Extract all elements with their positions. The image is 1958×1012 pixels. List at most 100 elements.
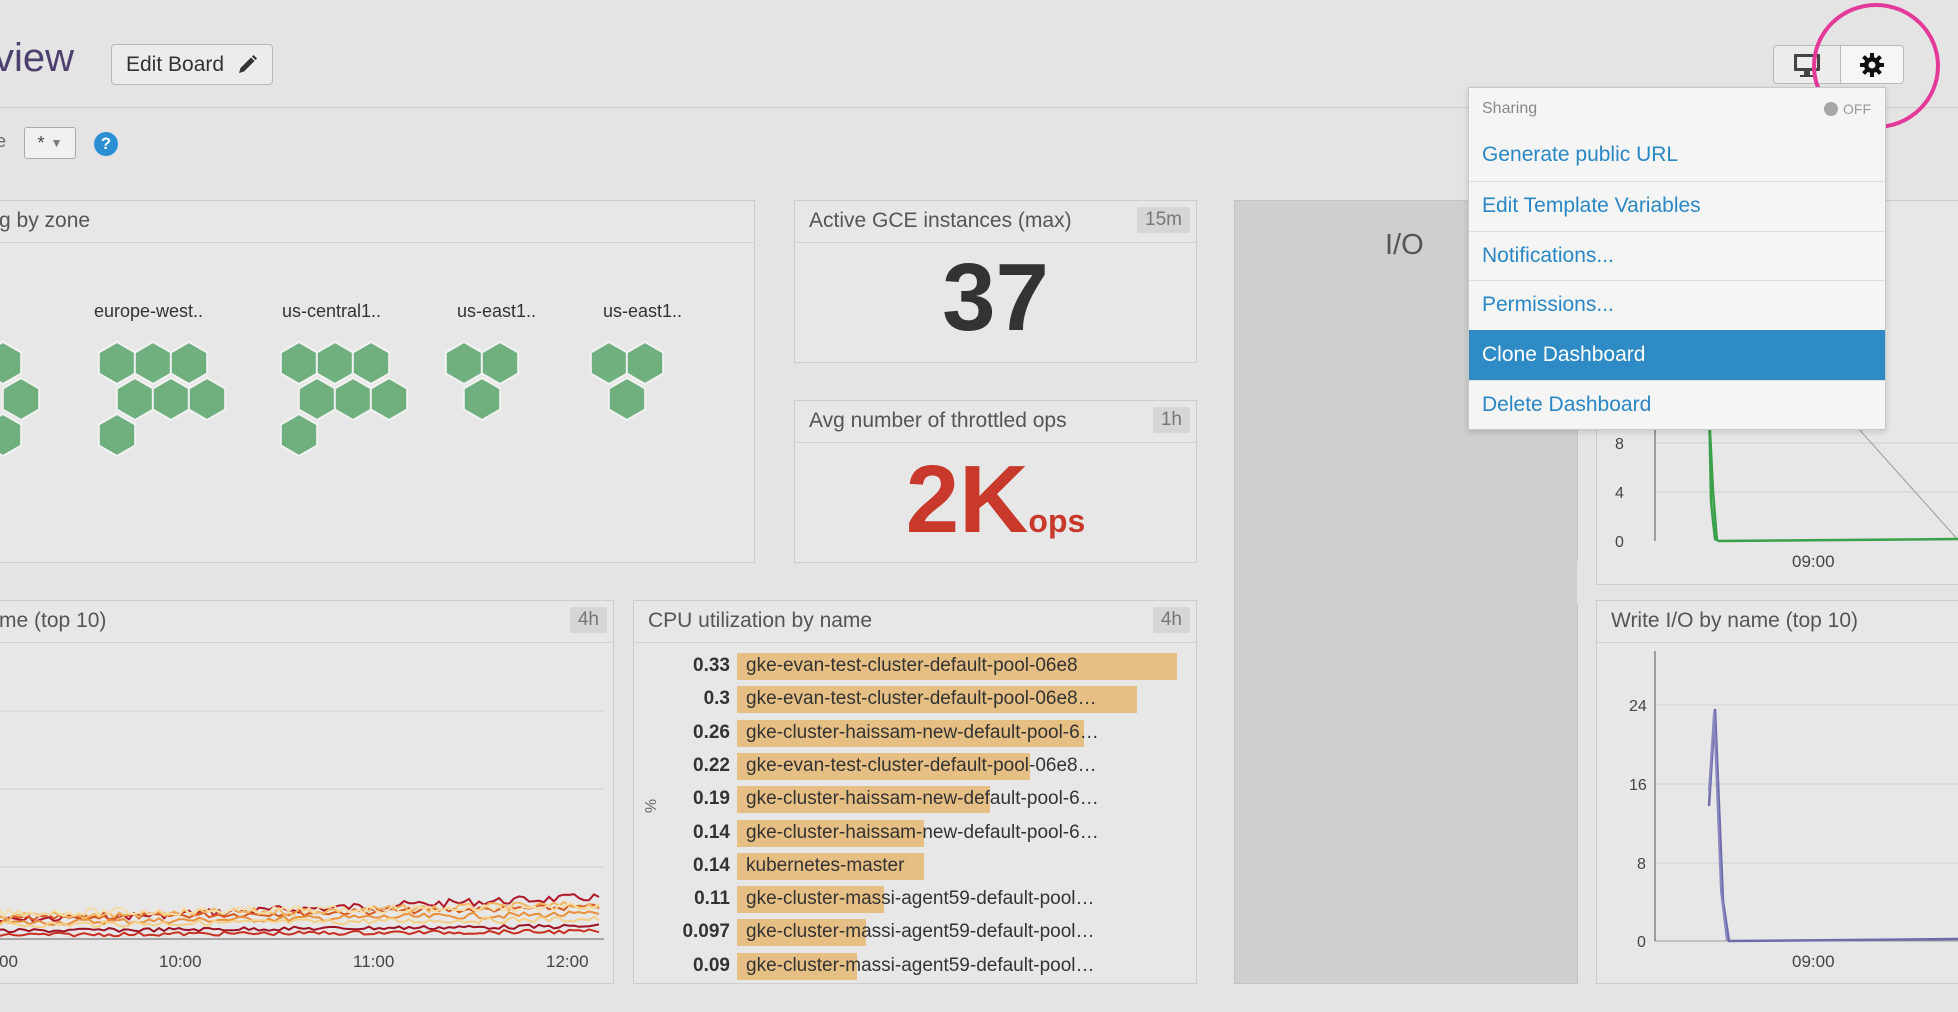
cpu-utilization-widget[interactable]: CPU utilization by name 4h % 0.33 gke-eva… [633,600,1197,984]
timeframe-badge: 4h [1152,607,1190,633]
host-hexagon[interactable] [279,412,319,458]
menu-item-edit-template-variables[interactable]: Edit Template Variables [1469,181,1885,231]
toplist-bar [737,752,1030,780]
toplist-row[interactable]: 0.097 gke-cluster-massi-agent59-default-p… [634,918,1194,947]
query-unit: ops [1028,503,1086,539]
settings-menu: Sharing OFF Generate public URL Edit Tem… [1468,87,1886,430]
hostmap-widget[interactable]: g by zone europe-west.. us-central1.. us… [0,200,755,563]
host-hexagon[interactable] [315,340,355,386]
settings-button[interactable] [1840,45,1904,84]
series-line [1707,410,1719,542]
series-line [0,915,600,929]
host-hexagon[interactable] [1,376,41,422]
toplist-host-name: gke-evan-test-cluster-default-pool-06e8… [746,688,1097,710]
widget-title: Avg number of throttled ops [809,409,1067,432]
host-hexagon[interactable] [97,412,137,458]
template-variable-value: * [37,132,45,153]
zone-label: us-east1.. [603,301,683,321]
x-tick-label: 10:00 [159,952,202,971]
monitor-icon [1794,53,1820,77]
host-hexagon[interactable] [589,340,629,386]
host-hexagon[interactable] [151,376,191,422]
menu-item-clone-dashboard[interactable]: Clone Dashboard [1469,330,1885,380]
host-hexagon[interactable] [333,376,373,422]
toplist-bar [737,686,1137,714]
query-value: 2K [905,446,1029,553]
write-io-chart: 24 16 8 0 09:00 [1629,651,1958,971]
menu-item-permissions[interactable]: Permissions... [1469,280,1885,330]
sharing-header: Sharing [1482,100,1538,117]
series-line [0,903,600,922]
toplist-row[interactable]: 0.26 gke-cluster-haissam-new-default-pool… [634,719,1194,747]
toplist-host-name: kubernetes-master [746,854,905,876]
toplist-row[interactable]: 0.14 kubernetes-master [634,852,1194,880]
host-hexagon[interactable] [480,340,520,386]
timeframe-badge: 4h [569,607,607,633]
y-tick-label: 4 [1615,485,1624,502]
host-hexagon[interactable] [0,340,23,386]
x-tick-label: 12:00 [546,952,589,971]
host-hexagon[interactable] [97,340,137,386]
gce-instances-widget[interactable]: Active GCE instances (max) 15m 37 [794,200,1197,363]
toplist-row[interactable]: 0.33 gke-evan-test-cluster-default-pool-0… [634,652,1194,680]
host-hexagon[interactable] [444,340,484,386]
timeseries-widget[interactable]: me (top 10) 4h 00 10:00 11:00 12:00 [0,600,614,984]
toplist-bar [737,653,1177,680]
toplist-bar [737,886,884,914]
host-hexagon[interactable] [607,376,647,422]
edit-board-button[interactable]: Edit Board [111,44,274,85]
toplist-value: 0.14 [693,854,730,876]
zone-label: us-east1.. [457,301,537,321]
caret-down-icon: ▼ [50,136,63,150]
host-hexagon[interactable] [187,376,227,422]
menu-item-notifications[interactable]: Notifications... [1469,231,1885,281]
toplist-row[interactable]: 0.14 gke-cluster-haissam-new-default-pool… [634,819,1194,847]
pencil-icon [239,54,258,73]
group-pointer [1577,560,1597,604]
gear-icon [1860,52,1884,77]
zone-label: us-central1.. [282,301,382,321]
help-icon[interactable]: ? [94,132,118,156]
menu-item-generate-public-url[interactable]: Generate public URL [1482,143,1679,166]
toplist-row[interactable]: 0.3 gke-evan-test-cluster-default-pool-06… [634,685,1194,714]
toggle-label: OFF [1843,101,1871,117]
host-hexagon[interactable] [369,376,409,422]
host-hexagon[interactable] [351,340,391,386]
host-hexagon[interactable] [115,376,155,422]
host-hexagon[interactable] [133,340,173,386]
host-hexagon[interactable] [625,340,665,386]
throttled-ops-widget[interactable]: Avg number of throttled ops 1h 2Kops [794,400,1197,563]
sharing-toggle[interactable]: OFF [1824,101,1871,117]
host-hexagon[interactable] [169,340,209,386]
toplist-row[interactable]: 0.22 gke-evan-test-cluster-default-pool-0… [634,752,1194,780]
template-variable-select[interactable]: * ▼ [24,127,76,159]
host-hexagon[interactable] [462,376,502,422]
x-tick-label: 09:00 [1792,952,1835,971]
query-value: 37 [942,244,1049,351]
x-tick-label: 09:00 [1792,552,1835,571]
host-hexagon[interactable] [279,340,319,386]
host-hexagon[interactable] [297,376,337,422]
x-tick-label: 00 [0,952,18,971]
series-line [1707,400,1958,543]
write-io-widget[interactable]: Write I/O by name (top 10) 24 16 8 0 09:… [1596,600,1958,984]
toplist-bar [737,719,1084,747]
tv-mode-button[interactable] [1773,45,1841,84]
toplist-host-name: gke-cluster-massi-agent59-default-pool… [746,888,1095,910]
y-tick-label: 8 [1637,856,1646,873]
toplist-host-name: gke-cluster-massi-agent59-default-pool… [746,954,1095,976]
timeframe-badge: 15m [1137,207,1190,233]
toplist-host-name: gke-cluster-massi-agent59-default-pool… [746,921,1095,943]
toplist-host-name: gke-evan-test-cluster-default-pool-06e8 [746,655,1078,676]
edit-board-label: Edit Board [126,52,225,76]
toplist-value: 0.22 [693,754,730,776]
toplist-value: 0.09 [693,954,730,976]
toplist-row[interactable]: 0.19 gke-cluster-haissam-new-default-pool… [634,785,1194,814]
toplist-row[interactable]: 0.09 gke-cluster-massi-agent59-default-po… [634,952,1194,980]
y-tick-label: 8 [1615,436,1624,453]
menu-item-delete-dashboard[interactable]: Delete Dashboard [1469,380,1885,430]
toplist-bar [737,952,857,980]
toplist-row[interactable]: 0.11 gke-cluster-massi-agent59-default-po… [634,885,1194,914]
host-hexagon[interactable] [0,412,23,458]
widget-title: CPU utilization by name [648,609,873,632]
